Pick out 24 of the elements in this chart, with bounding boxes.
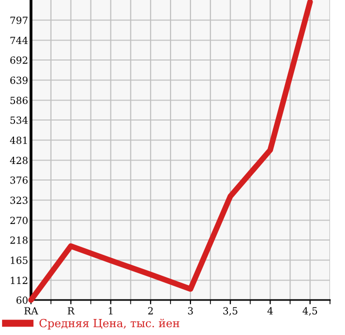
legend-label: Средняя Цена, тыс. йен — [40, 318, 180, 330]
y-tick-label: 428 — [10, 156, 28, 164]
x-tick-label: 2 — [148, 307, 153, 314]
y-tick-label: 639 — [10, 76, 28, 84]
x-tick-label: RA — [24, 307, 38, 314]
x-tick-label: 3 — [188, 307, 193, 314]
y-tick-label: 323 — [10, 196, 28, 204]
y-tick-label: 744 — [10, 36, 28, 44]
y-tick-label: 112 — [10, 276, 28, 284]
y-tick-label: 270 — [10, 216, 28, 224]
y-tick-label: 586 — [10, 96, 28, 104]
y-tick-label: 534 — [10, 116, 28, 124]
x-tick-label: 1 — [108, 307, 112, 314]
x-tick-label: 4 — [267, 307, 273, 314]
y-tick-label: 481 — [10, 136, 27, 144]
y-tick-label: 376 — [10, 176, 28, 184]
x-tick-label: 4,5 — [302, 307, 318, 316]
x-tick-label: R — [68, 307, 75, 314]
y-tick-label: 692 — [10, 56, 28, 64]
y-tick-label: 60 — [16, 296, 28, 304]
x-tick-label: 3,5 — [223, 307, 238, 316]
y-tick-label: 218 — [10, 236, 28, 244]
y-tick-label: 165 — [10, 256, 28, 264]
y-tick-label: 797 — [10, 16, 28, 24]
